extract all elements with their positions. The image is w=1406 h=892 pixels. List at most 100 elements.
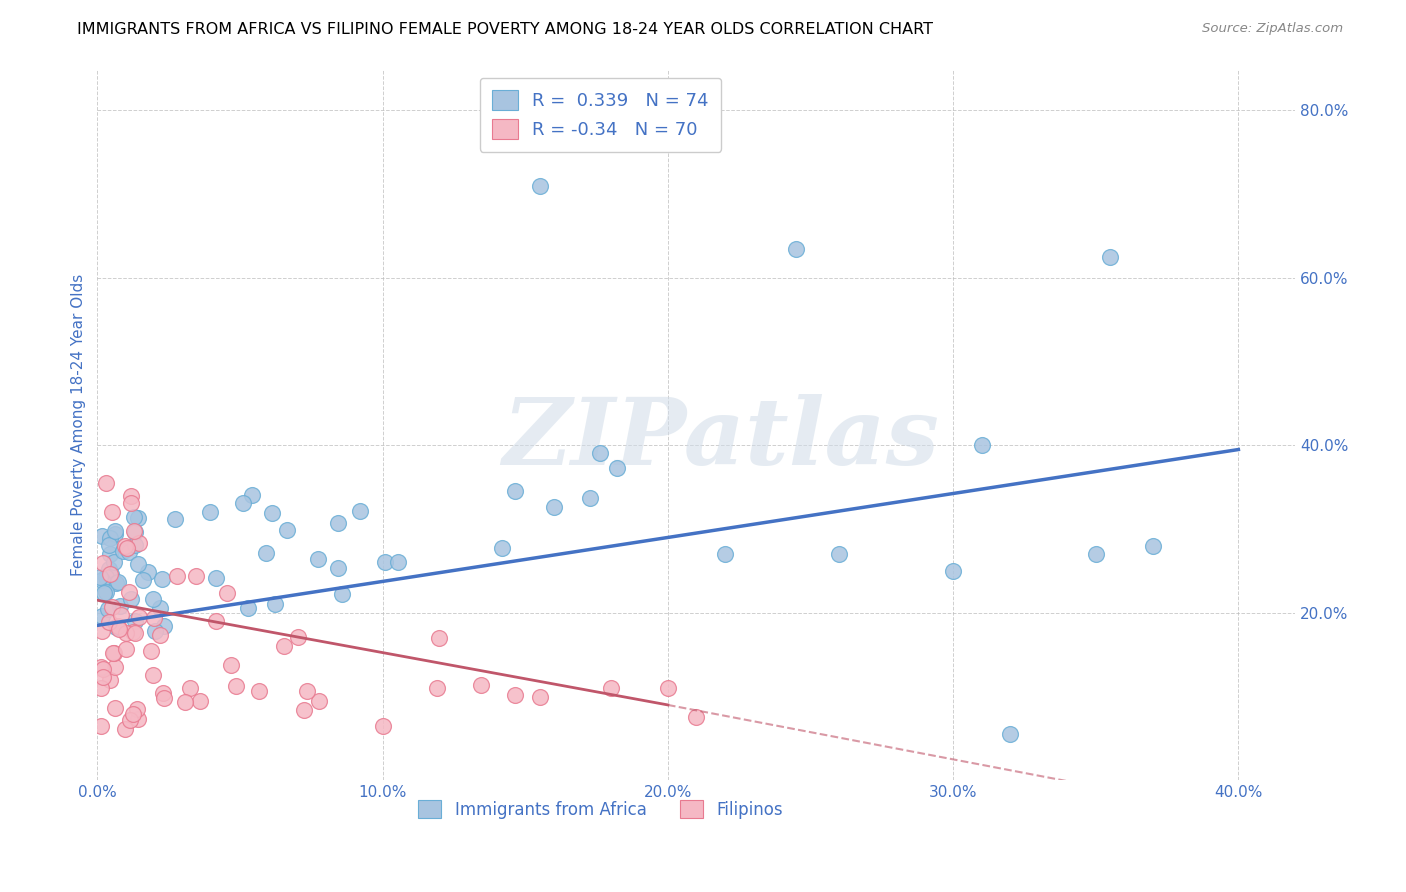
- Point: [121, 707, 143, 722]
- Point: [236, 600, 259, 615]
- Point: [100, 567, 122, 582]
- Point: [387, 555, 409, 569]
- Point: [425, 681, 447, 695]
- Point: [292, 703, 315, 717]
- Point: [103, 700, 125, 714]
- Point: [118, 713, 141, 727]
- Point: [104, 659, 127, 673]
- Point: [132, 573, 155, 587]
- Point: [91, 557, 114, 571]
- Point: [149, 628, 172, 642]
- Point: [599, 681, 621, 696]
- Point: [470, 678, 492, 692]
- Point: [124, 524, 146, 538]
- Point: [142, 592, 165, 607]
- Point: [657, 681, 679, 696]
- Point: [142, 668, 165, 682]
- Point: [103, 646, 125, 660]
- Point: [114, 625, 136, 640]
- Point: [100, 505, 122, 519]
- Point: [127, 511, 149, 525]
- Point: [139, 644, 162, 658]
- Point: [149, 601, 172, 615]
- Point: [90, 574, 112, 588]
- Point: [186, 568, 208, 582]
- Point: [308, 694, 330, 708]
- Point: [142, 611, 165, 625]
- Point: [103, 555, 125, 569]
- Point: [98, 547, 121, 561]
- Point: [232, 496, 254, 510]
- Point: [828, 547, 851, 561]
- Point: [98, 673, 121, 687]
- Point: [124, 509, 146, 524]
- Point: [94, 476, 117, 491]
- Point: [117, 541, 139, 555]
- Point: [91, 670, 114, 684]
- Point: [150, 572, 173, 586]
- Point: [90, 624, 112, 638]
- Point: [98, 531, 121, 545]
- Point: [124, 615, 146, 629]
- Point: [217, 586, 239, 600]
- Point: [118, 545, 141, 559]
- Point: [262, 506, 284, 520]
- Point: [371, 719, 394, 733]
- Point: [104, 527, 127, 541]
- Point: [104, 524, 127, 539]
- Point: [90, 660, 112, 674]
- Point: [114, 723, 136, 737]
- Point: [1084, 547, 1107, 561]
- Text: Source: ZipAtlas.com: Source: ZipAtlas.com: [1202, 22, 1343, 36]
- Point: [122, 625, 145, 640]
- Point: [205, 614, 228, 628]
- Point: [93, 586, 115, 600]
- Point: [276, 523, 298, 537]
- Point: [104, 620, 127, 634]
- Point: [295, 683, 318, 698]
- Point: [579, 491, 602, 505]
- Point: [127, 712, 149, 726]
- Point: [101, 599, 124, 614]
- Point: [179, 681, 201, 696]
- Point: [503, 688, 526, 702]
- Point: [998, 727, 1021, 741]
- Point: [90, 719, 112, 733]
- Point: [128, 610, 150, 624]
- Point: [90, 681, 112, 695]
- Point: [273, 639, 295, 653]
- Point: [264, 597, 287, 611]
- Point: [307, 552, 329, 566]
- Point: [326, 516, 349, 530]
- Point: [127, 557, 149, 571]
- Point: [205, 571, 228, 585]
- Point: [188, 694, 211, 708]
- Point: [225, 679, 247, 693]
- Point: [89, 570, 111, 584]
- Point: [91, 661, 114, 675]
- Point: [120, 496, 142, 510]
- Point: [152, 690, 174, 705]
- Legend: Immigrants from Africa, Filipinos: Immigrants from Africa, Filipinos: [412, 793, 790, 825]
- Point: [90, 529, 112, 543]
- Point: [107, 574, 129, 589]
- Point: [124, 525, 146, 540]
- Point: [254, 546, 277, 560]
- Point: [529, 690, 551, 704]
- Point: [152, 686, 174, 700]
- Point: [200, 505, 222, 519]
- Point: [588, 446, 610, 460]
- Point: [491, 541, 513, 556]
- Point: [97, 602, 120, 616]
- Point: [101, 646, 124, 660]
- Point: [98, 538, 121, 552]
- Point: [330, 587, 353, 601]
- Point: [115, 642, 138, 657]
- Point: [107, 619, 129, 633]
- Point: [136, 565, 159, 579]
- Point: [112, 543, 135, 558]
- Point: [143, 624, 166, 639]
- Point: [114, 539, 136, 553]
- Point: [115, 541, 138, 556]
- Point: [374, 555, 396, 569]
